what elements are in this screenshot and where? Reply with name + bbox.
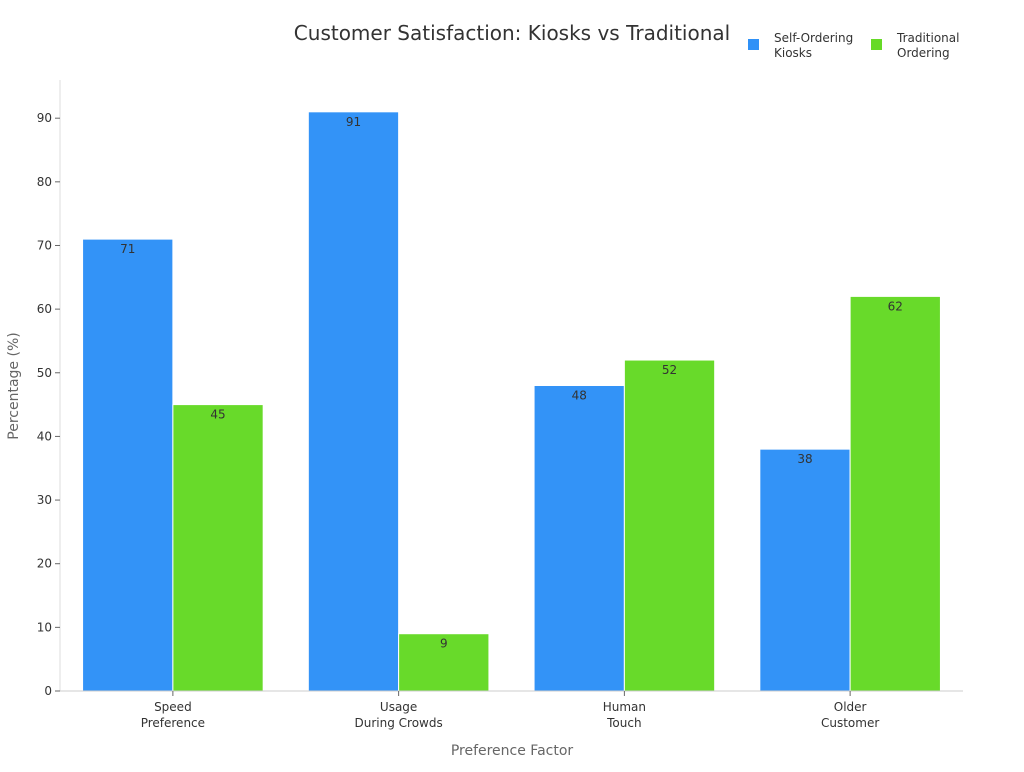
y-tick-label: 50 xyxy=(37,366,52,380)
bar-traditional xyxy=(623,359,716,692)
data-label: 52 xyxy=(662,363,677,377)
bar-kiosk xyxy=(307,111,400,692)
data-label: 38 xyxy=(797,452,812,466)
x-tick-label-line: Older xyxy=(834,700,867,714)
bars xyxy=(82,111,941,692)
y-tick-label: 20 xyxy=(37,557,52,571)
legend-swatch xyxy=(748,39,759,50)
x-tick-label-line: Usage xyxy=(380,700,417,714)
x-tick-label: Human Touch xyxy=(603,700,646,730)
bar-kiosk xyxy=(82,238,174,692)
legend-label: Traditional Ordering xyxy=(896,31,959,60)
bar-traditional xyxy=(849,295,941,692)
y-axis-label: Percentage (%) xyxy=(6,332,22,439)
y-tick-label: 10 xyxy=(37,620,52,634)
y-tick-label: 60 xyxy=(37,302,52,316)
x-axis-label: Preference Factor xyxy=(451,743,574,759)
x-tick-label: Older Customer xyxy=(821,700,879,730)
x-axis: Speed Preference Usage During Crowds Human To… xyxy=(60,690,963,730)
legend-label-line: Ordering xyxy=(897,46,950,60)
y-tick-label: 0 xyxy=(44,684,52,698)
data-label: 62 xyxy=(888,299,903,313)
x-tick-label-line: During Crowds xyxy=(355,716,443,730)
legend-label-line: Traditional xyxy=(896,31,959,45)
x-tick-label: Speed Preference xyxy=(141,700,205,730)
x-tick-label-line: Speed xyxy=(154,700,192,714)
data-label: 71 xyxy=(120,242,135,256)
data-label: 9 xyxy=(440,637,448,651)
legend-swatch xyxy=(871,39,882,50)
bar-kiosk xyxy=(533,385,625,692)
y-tick-label: 30 xyxy=(37,493,52,507)
legend-label-line: Self-Ordering xyxy=(774,31,853,45)
data-labels: 71 45 91 9 48 52 38 62 xyxy=(120,115,903,651)
bar-kiosk xyxy=(759,448,851,692)
y-axis: 0 10 20 30 40 50 60 70 80 90 xyxy=(37,80,61,698)
x-tick-label-line: Touch xyxy=(606,716,641,730)
data-label: 91 xyxy=(346,115,361,129)
x-tick-label-line: Customer xyxy=(821,716,879,730)
y-tick-label: 70 xyxy=(37,238,52,252)
bar-traditional xyxy=(172,404,264,692)
data-label: 45 xyxy=(210,408,225,422)
legend-label-line: Kiosks xyxy=(774,46,812,60)
x-tick-label: Usage During Crowds xyxy=(355,700,443,730)
data-label: 48 xyxy=(572,389,587,403)
y-tick-label: 40 xyxy=(37,429,52,443)
x-tick-label-line: Preference xyxy=(141,716,205,730)
legend: Self-Ordering Kiosks Traditional Ordering xyxy=(748,31,959,60)
chart-title: Customer Satisfaction: Kiosks vs Traditi… xyxy=(294,21,730,45)
y-tick-label: 80 xyxy=(37,175,52,189)
legend-label: Self-Ordering Kiosks xyxy=(774,31,853,60)
bar-traditional xyxy=(398,633,490,692)
x-tick-label-line: Human xyxy=(603,700,646,714)
y-tick-label: 90 xyxy=(37,111,52,125)
